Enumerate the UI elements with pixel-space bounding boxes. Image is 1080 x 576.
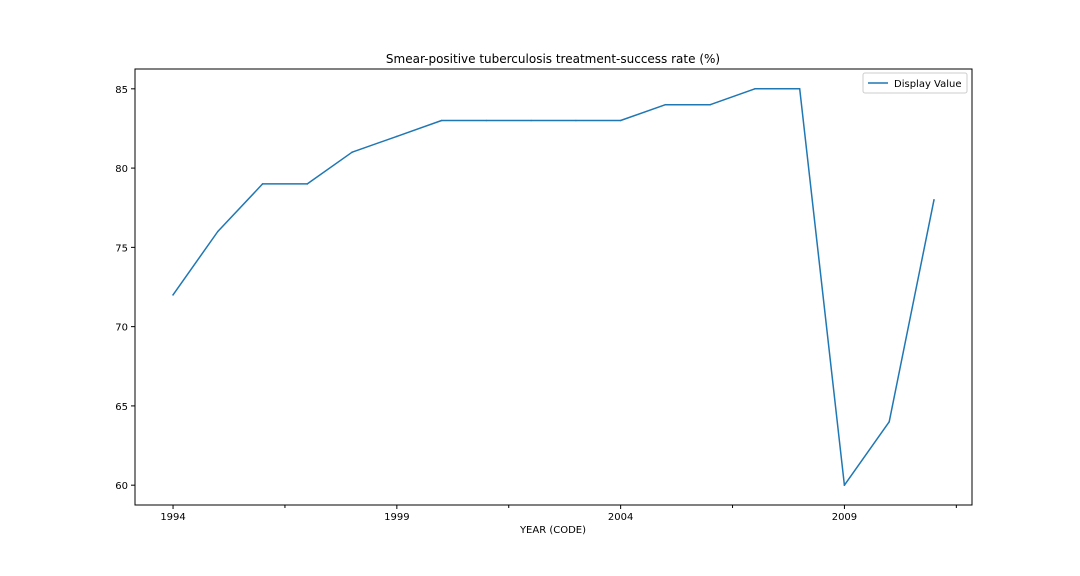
data-point xyxy=(888,421,890,423)
y-axis: 60 65 70 75 80 85 xyxy=(115,85,135,492)
data-point xyxy=(217,230,219,233)
data-point xyxy=(754,88,756,90)
data-point xyxy=(485,119,488,122)
data-point xyxy=(172,294,174,296)
plot-frame xyxy=(134,68,973,506)
data-point xyxy=(530,119,532,122)
x-tick-label: 2009 xyxy=(832,512,857,523)
y-tick-label: 85 xyxy=(115,85,128,96)
data-point xyxy=(440,119,443,122)
data-point xyxy=(843,484,846,487)
data-point xyxy=(664,103,667,106)
x-tick-label: 2004 xyxy=(608,512,633,523)
y-tick-label: 75 xyxy=(115,243,128,254)
y-tick-label: 60 xyxy=(115,481,128,492)
data-point xyxy=(933,199,935,201)
legend: Display Value xyxy=(862,72,968,94)
data-point xyxy=(261,183,264,185)
x-tick-label: 1994 xyxy=(160,512,185,523)
data-point xyxy=(396,135,398,138)
y-tick-label: 65 xyxy=(115,402,128,413)
data-point xyxy=(575,119,577,122)
chart-title: Smear-positive tuberculosis treatment-su… xyxy=(386,52,720,66)
legend-label: Display Value xyxy=(894,79,962,90)
x-tick-label: 1999 xyxy=(384,512,409,523)
data-point xyxy=(306,183,309,185)
plot-area xyxy=(172,88,935,487)
x-axis-label: YEAR (CODE) xyxy=(519,525,586,536)
data-point xyxy=(619,119,622,122)
y-tick-label: 80 xyxy=(115,164,128,175)
x-axis: 1994 1999 2004 2009 xyxy=(160,505,957,523)
series-line-0 xyxy=(172,88,935,486)
data-point xyxy=(709,103,711,106)
y-tick-label: 70 xyxy=(115,323,128,334)
data-point xyxy=(351,151,353,153)
legend-box xyxy=(862,72,968,94)
data-point xyxy=(798,88,801,90)
